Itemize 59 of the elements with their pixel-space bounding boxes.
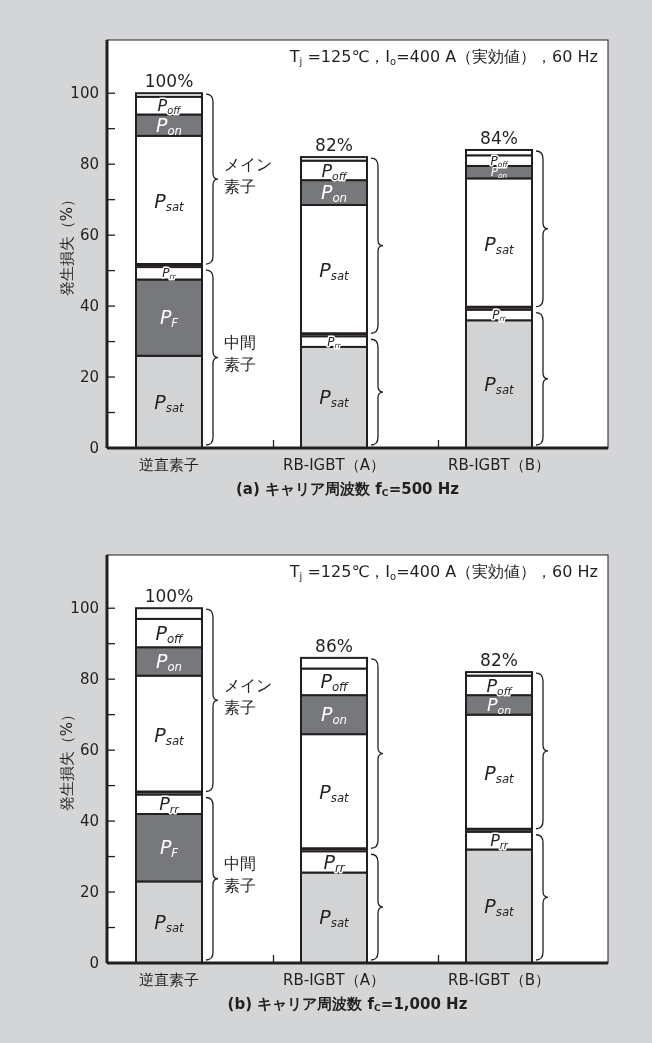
y-tick-label: 0: [89, 439, 99, 458]
text: P$_{rr}$: [323, 850, 345, 875]
text: P$_{rr}$: [490, 831, 508, 851]
series-label: P$_{on}$: [486, 695, 512, 717]
series-label: P$_{F}$: [159, 836, 179, 861]
series-label: P$_{sat}$: [484, 894, 515, 919]
y-tick-label: 80: [79, 670, 99, 689]
x-tick-label: 逆直素子: [139, 971, 199, 989]
total-label: 100%: [144, 71, 194, 92]
y-tick-label: 0: [89, 954, 99, 973]
total-label: 84%: [480, 127, 518, 148]
x-tick-label: RB-IGBT（A）: [283, 456, 385, 474]
annotation: T$_{j}$ =125℃，I$_{o}$=400 A（実効値），60 Hz: [288, 47, 598, 67]
total-label: 82%: [315, 135, 353, 156]
series-label: P$_{sat}$: [484, 761, 515, 786]
y-tick-label: 60: [79, 741, 99, 760]
text: P$_{sat}$: [154, 390, 184, 415]
text: P$_{sat}$: [319, 386, 349, 411]
text: P$_{on}$: [155, 113, 183, 138]
y-tick-label: 20: [79, 368, 99, 387]
y-axis-title: 発生損失（%）: [58, 706, 76, 812]
annotation: メイン素子: [224, 155, 272, 197]
y-tick-label: 100: [70, 84, 99, 103]
annotation: T$_{j}$ =125℃，I$_{o}$=400 A（実効値），60 Hz: [288, 562, 598, 582]
annotation: 中間素子: [224, 332, 256, 374]
total-label: 82%: [480, 650, 518, 671]
text: P$_{sat}$: [154, 723, 184, 748]
legend-label: P$_{rr}$: [159, 794, 181, 817]
series-label: P$_{sat}$: [484, 372, 515, 397]
series-label: P$_{sat}$: [484, 232, 515, 257]
text: P$_{sat}$: [319, 906, 349, 931]
y-tick-label: 100: [70, 599, 99, 618]
annotation: メイン素子: [224, 676, 272, 718]
annotation: 中間素子: [224, 853, 256, 895]
text: P$_{sat}$: [319, 259, 349, 284]
y-tick-label: 80: [79, 155, 99, 174]
text: P$_{on}$: [155, 650, 183, 675]
x-tick-label: RB-IGBT（A）: [283, 971, 385, 989]
series-label: P$_{on}$: [320, 181, 348, 206]
text: P$_{sat}$: [154, 190, 184, 215]
y-tick-label: 60: [79, 226, 99, 245]
y-tick-label: 20: [79, 883, 99, 902]
y-tick-label: 40: [79, 297, 99, 316]
y-axis-title: 発生損失（%）: [58, 191, 76, 297]
x-tick-label: RB-IGBT（B）: [448, 971, 550, 989]
text: P$_{on}$: [320, 703, 348, 728]
total-label: 100%: [144, 586, 194, 607]
x-tick-label: 逆直素子: [139, 456, 199, 474]
text: P$_{off}$: [157, 96, 181, 116]
x-axis-title: (b) キャリア周波数 f$_{C}$=1,000 Hz: [227, 995, 468, 1014]
text: P$_{off}$: [155, 621, 183, 646]
y-tick-label: 40: [79, 812, 99, 831]
x-axis-title: (a) キャリア周波数 f$_{C}$=500 Hz: [235, 480, 460, 499]
series-label: P$_{F}$: [159, 306, 179, 331]
text: P$_{sat}$: [319, 781, 349, 806]
x-tick-label: RB-IGBT（B）: [448, 456, 550, 474]
text: P$_{off}$: [320, 670, 348, 695]
total-label: 86%: [315, 635, 353, 656]
text: P$_{sat}$: [154, 910, 184, 935]
